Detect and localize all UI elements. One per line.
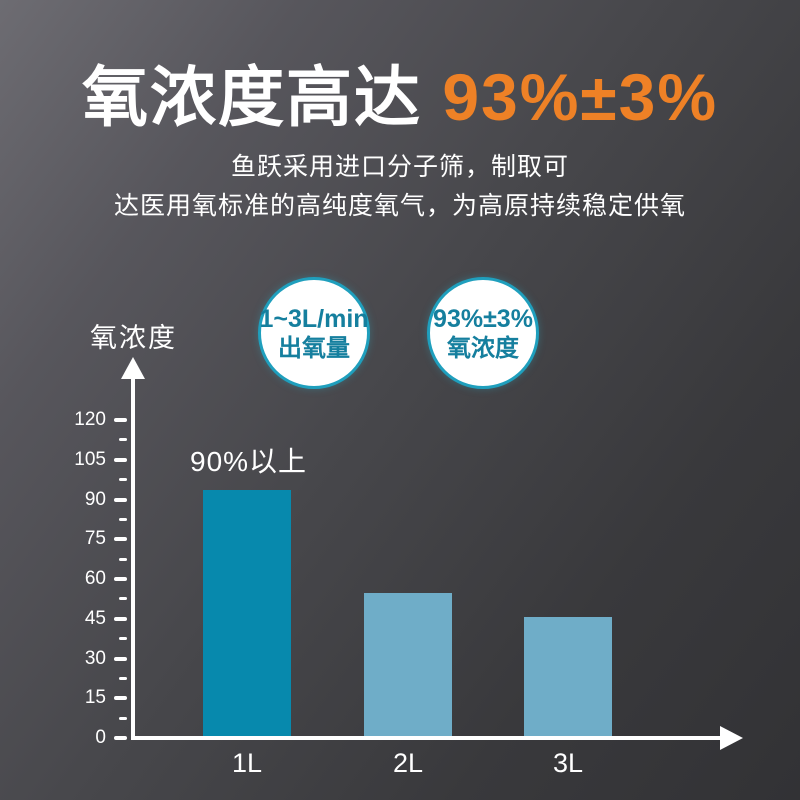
y-tick-minor [119, 637, 127, 641]
x-axis [131, 736, 721, 740]
badge-concentration-value: 93%±3% [433, 304, 533, 333]
y-tick-label: 120 [74, 409, 106, 430]
badge-flow-rate-value: 1~3L/min [259, 304, 369, 333]
badge-concentration-label: 氧浓度 [447, 334, 519, 362]
x-tick-label: 2L [392, 748, 424, 778]
subtitle-line-1: 鱼跃采用进口分子筛，制取可 [230, 153, 569, 181]
bar-2L [364, 592, 452, 736]
y-tick-minor [119, 478, 127, 482]
bar-1L [203, 489, 291, 736]
y-tick-major [114, 696, 127, 701]
y-tick-minor [119, 676, 127, 680]
y-axis [131, 377, 135, 738]
page-title: 氧浓度高达 93%±3% [0, 44, 800, 140]
y-tick-label: 45 [84, 607, 106, 629]
y-axis-label: 氧浓度 [90, 323, 177, 353]
y-tick-major [114, 616, 127, 621]
subtitle-line-2: 达医用氧标准的高纯度氧气，为高原持续稳定供氧 [113, 192, 686, 220]
y-tick-minor [119, 716, 127, 720]
bar-3L [524, 616, 612, 736]
y-tick-major [114, 537, 127, 542]
y-tick-major [114, 656, 127, 661]
y-tick-label: 75 [84, 528, 106, 550]
x-tick-label: 3L [552, 748, 584, 778]
y-tick-major [114, 418, 127, 422]
y-tick-label: 60 [84, 568, 106, 589]
y-axis-arrow-icon [121, 357, 145, 379]
badge-flow-rate: 1~3L/min 出氧量 [258, 277, 370, 389]
y-tick-major [114, 457, 127, 462]
x-axis-arrow-icon [720, 726, 743, 750]
y-tick-minor [119, 517, 127, 521]
y-tick-major [114, 497, 127, 502]
y-tick-major [114, 577, 127, 581]
y-tick-label: 30 [84, 647, 106, 669]
badge-concentration: 93%±3% 氧浓度 [427, 277, 539, 389]
badge-flow-rate-label: 出氧量 [278, 334, 350, 362]
y-tick-label: 0 [95, 727, 106, 748]
title-text: 氧浓度高达 [81, 60, 443, 134]
y-tick-minor [119, 557, 127, 561]
x-tick-label: 1L [231, 748, 263, 778]
subtitle: 鱼跃采用进口分子筛，制取可 达医用氧标准的高纯度氧气，为高原持续稳定供氧 [0, 148, 800, 226]
title-highlight: 93%±3% [442, 60, 719, 134]
y-tick-label: 90 [84, 488, 106, 510]
bar-annotation: 90%以上 [190, 446, 308, 477]
y-tick-minor [119, 597, 127, 601]
y-tick-minor [119, 438, 127, 442]
y-tick-label: 15 [84, 687, 106, 709]
y-tick-label: 105 [74, 448, 106, 470]
y-tick-major [114, 736, 127, 740]
